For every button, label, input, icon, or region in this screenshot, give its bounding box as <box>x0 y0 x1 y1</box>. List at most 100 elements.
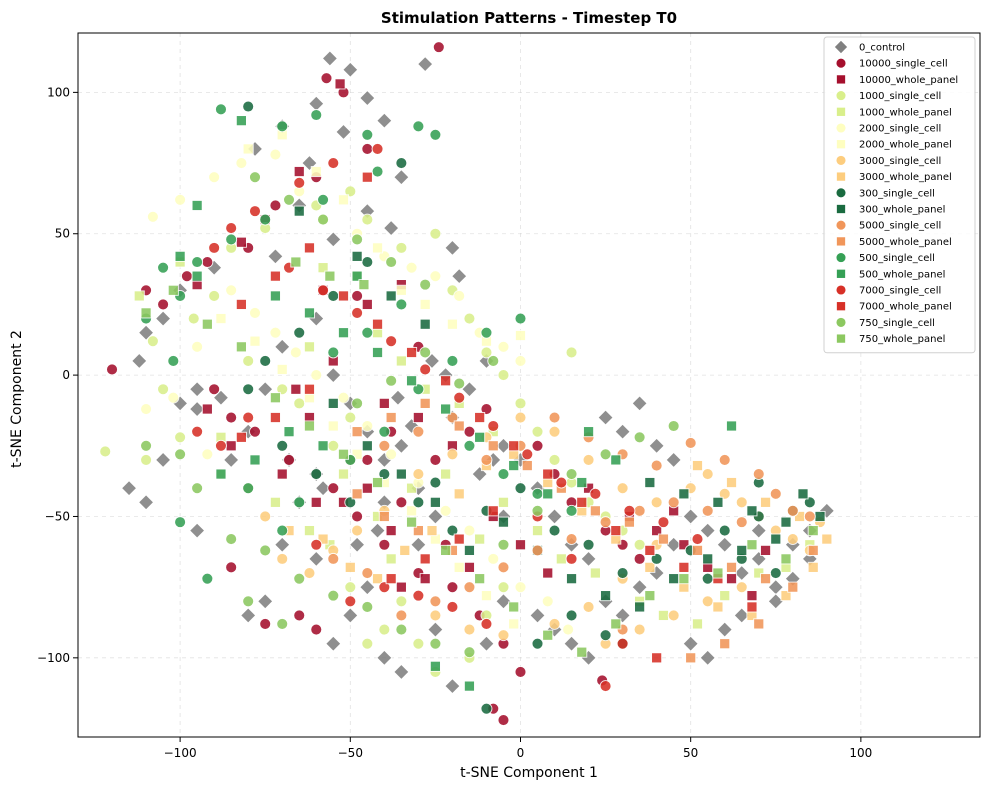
data-point <box>684 437 697 449</box>
legend-item: 1000_whole_panel <box>835 106 952 118</box>
data-point <box>726 573 738 585</box>
data-point <box>463 581 476 594</box>
data-point <box>269 496 281 508</box>
legend-item: 0_control <box>833 39 905 55</box>
data-point <box>542 567 554 579</box>
data-point <box>508 460 520 472</box>
data-point <box>310 109 323 121</box>
data-point <box>317 213 330 226</box>
data-point <box>746 601 758 613</box>
data-point <box>542 488 554 500</box>
data-point <box>514 355 527 367</box>
data-point <box>463 312 476 325</box>
data-point <box>344 581 357 594</box>
series-10000_single_cell <box>106 41 646 726</box>
data-point <box>702 553 714 565</box>
data-point <box>325 366 342 384</box>
data-point <box>719 590 731 602</box>
data-point <box>242 100 255 113</box>
data-point <box>395 623 408 636</box>
legend-marker <box>835 316 847 328</box>
data-point <box>174 431 187 444</box>
data-point <box>444 239 461 256</box>
data-point <box>691 533 704 546</box>
data-point <box>576 496 588 508</box>
data-point <box>633 504 646 517</box>
data-point <box>225 222 238 235</box>
data-point <box>359 579 376 596</box>
data-point <box>750 522 767 539</box>
data-point <box>378 468 391 481</box>
data-point <box>242 595 255 608</box>
data-point <box>753 618 765 630</box>
data-point <box>325 231 342 248</box>
data-point <box>429 496 441 508</box>
data-point <box>146 210 159 223</box>
legend-label: 300_single_cell <box>859 188 935 199</box>
data-point <box>201 572 214 585</box>
data-point <box>267 248 284 265</box>
data-point <box>497 581 510 594</box>
data-point <box>446 600 459 613</box>
data-point <box>385 573 397 585</box>
data-point <box>371 165 384 178</box>
data-point <box>769 487 782 500</box>
data-point <box>508 601 520 613</box>
data-point <box>406 346 418 358</box>
legend-item: 7000_whole_panel <box>835 301 952 313</box>
data-point <box>337 290 350 302</box>
data-point <box>599 629 612 642</box>
legend-label: 500_single_cell <box>859 253 935 264</box>
legend-item: 750_whole_panel <box>835 333 945 345</box>
data-point <box>412 589 425 602</box>
data-point <box>548 617 561 630</box>
data-point <box>651 525 663 537</box>
data-point <box>327 552 340 565</box>
data-point <box>463 524 476 537</box>
data-point <box>514 539 527 551</box>
legend-label: 2000_single_cell <box>859 124 941 135</box>
data-points <box>99 41 835 726</box>
data-point <box>497 369 510 382</box>
data-point <box>419 298 431 310</box>
y-tick-label: 100 <box>47 85 70 99</box>
data-point <box>487 420 500 432</box>
data-point <box>419 573 431 585</box>
data-point <box>610 618 622 630</box>
data-point <box>99 445 112 458</box>
legend-marker <box>833 39 849 55</box>
data-point <box>691 460 703 472</box>
legend-item: 750_single_cell <box>835 316 935 329</box>
data-point <box>351 270 363 282</box>
data-point <box>235 115 247 127</box>
data-point <box>361 453 374 466</box>
data-point <box>565 468 578 481</box>
data-point <box>157 261 170 274</box>
data-point <box>308 550 325 567</box>
data-point <box>566 573 578 585</box>
data-point <box>157 383 170 396</box>
data-point <box>372 318 384 330</box>
data-point <box>565 346 578 359</box>
data-point <box>344 561 356 573</box>
data-point <box>225 411 238 424</box>
data-point <box>406 516 418 528</box>
data-point <box>385 290 397 302</box>
data-point <box>480 617 493 630</box>
data-point <box>417 55 434 73</box>
data-point <box>361 326 374 339</box>
data-point <box>514 666 527 678</box>
data-point <box>274 536 291 553</box>
data-point <box>760 496 772 508</box>
data-point <box>385 412 397 424</box>
data-point <box>480 453 493 466</box>
data-point <box>249 171 261 184</box>
data-point <box>344 496 357 509</box>
y-tick-label: 0 <box>62 368 70 382</box>
data-point <box>293 176 306 189</box>
data-point <box>780 590 792 602</box>
data-point <box>429 637 442 650</box>
legend-marker <box>835 74 847 85</box>
data-point <box>644 590 656 602</box>
data-point <box>735 581 748 594</box>
